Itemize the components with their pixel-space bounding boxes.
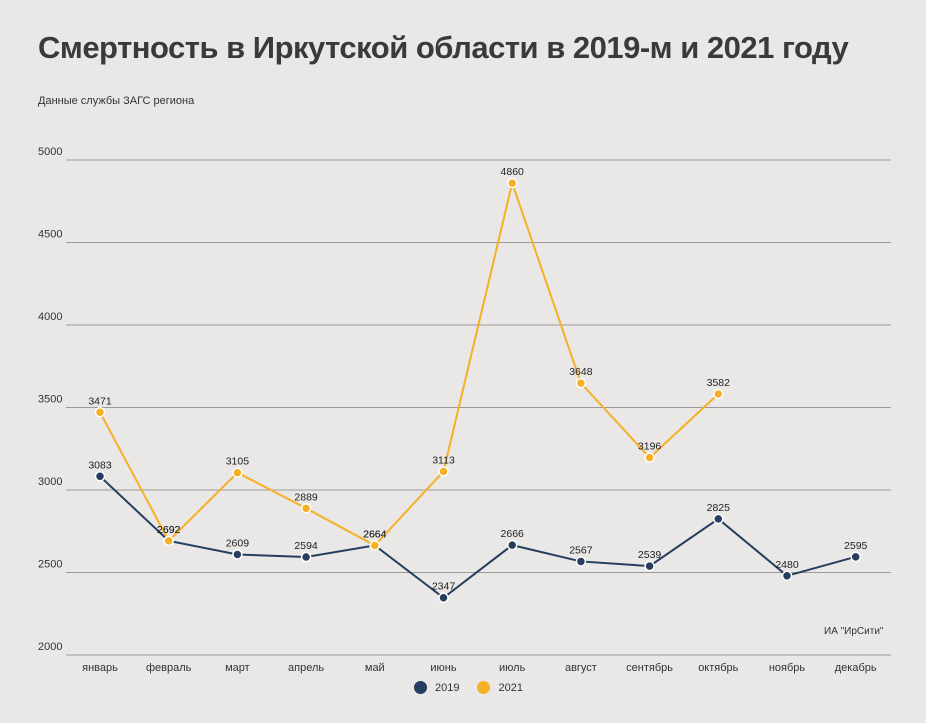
data-point-2019-11 bbox=[850, 551, 861, 563]
data-label-2021-1: 2692 bbox=[157, 524, 181, 536]
data-point-2019-6 bbox=[506, 539, 518, 551]
legend-item-2019[interactable]: 2019 bbox=[414, 681, 459, 694]
data-label-2019-3: 2594 bbox=[294, 540, 318, 552]
chart-subtitle: Данные службы ЗАГС региона bbox=[38, 95, 195, 107]
data-label-2019-5: 2347 bbox=[432, 581, 456, 593]
y-tick-label-3500: 3500 bbox=[38, 394, 62, 406]
x-tick-label-5: июнь bbox=[430, 662, 456, 674]
data-point-2019-8 bbox=[644, 560, 655, 572]
data-point-2019-0 bbox=[94, 471, 106, 482]
legend-label-2021: 2021 bbox=[498, 681, 523, 694]
data-point-2021-2 bbox=[232, 467, 243, 478]
x-tick-label-3: апрель bbox=[288, 662, 324, 674]
legend-item-2021[interactable]: 2021 bbox=[477, 681, 523, 694]
data-point-2019-5 bbox=[438, 592, 449, 603]
data-point-2021-4 bbox=[369, 540, 381, 551]
data-label-2021-3: 2889 bbox=[294, 491, 318, 503]
legend-swatch-2019 bbox=[414, 681, 427, 694]
data-point-2021-1 bbox=[163, 535, 174, 547]
legend: 2019 2021 bbox=[414, 681, 541, 694]
x-tick-label-6: июль bbox=[499, 662, 526, 674]
data-point-2019-7 bbox=[575, 556, 587, 567]
data-label-2019-4: 2664 bbox=[363, 528, 387, 540]
data-point-2021-8 bbox=[644, 452, 655, 463]
data-label-2019-9: 2825 bbox=[707, 502, 731, 514]
data-label-2019-8: 2539 bbox=[638, 549, 662, 561]
data-label-2019-6: 2666 bbox=[501, 528, 525, 540]
data-point-2019-10 bbox=[781, 570, 793, 582]
data-point-2021-0 bbox=[94, 407, 106, 418]
data-label-2021-4: 2664 bbox=[363, 528, 387, 540]
x-tick-label-10: ноябрь bbox=[769, 662, 806, 674]
legend-swatch-2021 bbox=[477, 681, 491, 694]
x-tick-label-9: октябрь bbox=[698, 662, 738, 674]
source-credit: ИА "ИрСити" bbox=[824, 626, 884, 637]
series-line-2019 bbox=[99, 475, 856, 600]
y-tick-label-5000: 5000 bbox=[38, 146, 62, 158]
data-label-2019-0: 3083 bbox=[88, 459, 112, 471]
data-label-2021-9: 3582 bbox=[707, 377, 731, 389]
data-label-2019-2: 2609 bbox=[226, 538, 250, 550]
y-tick-label-2500: 2500 bbox=[38, 559, 62, 571]
data-label-2021-5: 3113 bbox=[432, 454, 455, 466]
x-tick-label-4: май bbox=[365, 662, 385, 674]
data-point-2021-6 bbox=[506, 177, 518, 189]
data-point-2019-9 bbox=[713, 513, 724, 525]
data-label-2019-1: 2692 bbox=[157, 524, 181, 536]
x-tick-label-2: март bbox=[225, 662, 250, 674]
data-point-2021-9 bbox=[713, 388, 724, 400]
x-tick-label-7: август bbox=[565, 662, 597, 674]
data-label-2021-7: 3648 bbox=[569, 366, 593, 378]
x-tick-label-11: декабрь bbox=[835, 662, 877, 674]
data-point-2021-7 bbox=[575, 377, 587, 389]
data-label-2019-10: 2480 bbox=[775, 559, 799, 571]
x-tick-label-8: сентябрь bbox=[626, 662, 673, 674]
x-tick-label-0: январь bbox=[82, 662, 118, 674]
data-point-2019-3 bbox=[300, 551, 312, 563]
legend-label-2019: 2019 bbox=[435, 681, 460, 694]
x-tick-label-1: февраль bbox=[146, 662, 192, 674]
data-label-2021-6: 4860 bbox=[501, 166, 525, 178]
y-tick-label-2000: 2000 bbox=[38, 641, 62, 653]
data-label-2021-8: 3196 bbox=[638, 441, 662, 453]
chart-title: Смертность в Иркутской области в 2019-м … bbox=[38, 30, 849, 65]
data-point-2021-3 bbox=[300, 503, 312, 514]
data-label-2019-7: 2567 bbox=[569, 544, 593, 556]
y-tick-label-3000: 3000 bbox=[38, 476, 62, 488]
data-label-2019-11: 2595 bbox=[844, 540, 868, 552]
y-tick-label-4500: 4500 bbox=[38, 229, 62, 241]
data-point-2021-5 bbox=[438, 466, 449, 477]
series-line-2021 bbox=[99, 179, 719, 547]
data-label-2021-0: 3471 bbox=[88, 395, 112, 407]
data-point-2019-2 bbox=[232, 549, 243, 560]
data-label-2021-2: 3105 bbox=[226, 456, 250, 468]
y-tick-label-4000: 4000 bbox=[38, 311, 62, 323]
